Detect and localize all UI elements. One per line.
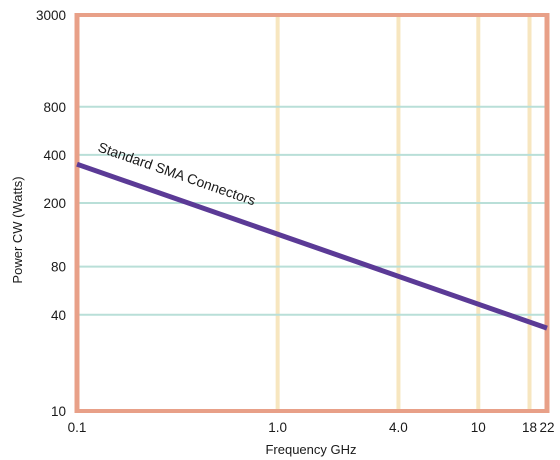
y-tick-label: 40 [51,308,66,323]
x-axis-title: Frequency GHz [265,442,356,457]
y-tick-label: 800 [43,100,66,115]
x-tick-label: 0.1 [68,420,87,435]
x-tick-label: 1.0 [268,420,287,435]
x-tick-label: 22 [539,420,554,435]
y-tick-label: 400 [43,148,66,163]
y-tick-label: 3000 [36,8,66,23]
vertical-gridlines [278,15,530,411]
y-tick-label: 80 [51,260,66,275]
y-tick-labels: 3000 800 400 200 80 40 10 [36,8,66,419]
y-axis-title: Power CW (Watts) [10,176,25,283]
x-tick-label: 4.0 [389,420,408,435]
x-tick-label: 18 [522,420,537,435]
x-tick-labels: 0.1 1.0 4.0 10 18 22 [68,420,555,435]
x-tick-label: 10 [471,420,486,435]
y-tick-label: 200 [43,196,66,211]
y-tick-label: 10 [51,404,66,419]
